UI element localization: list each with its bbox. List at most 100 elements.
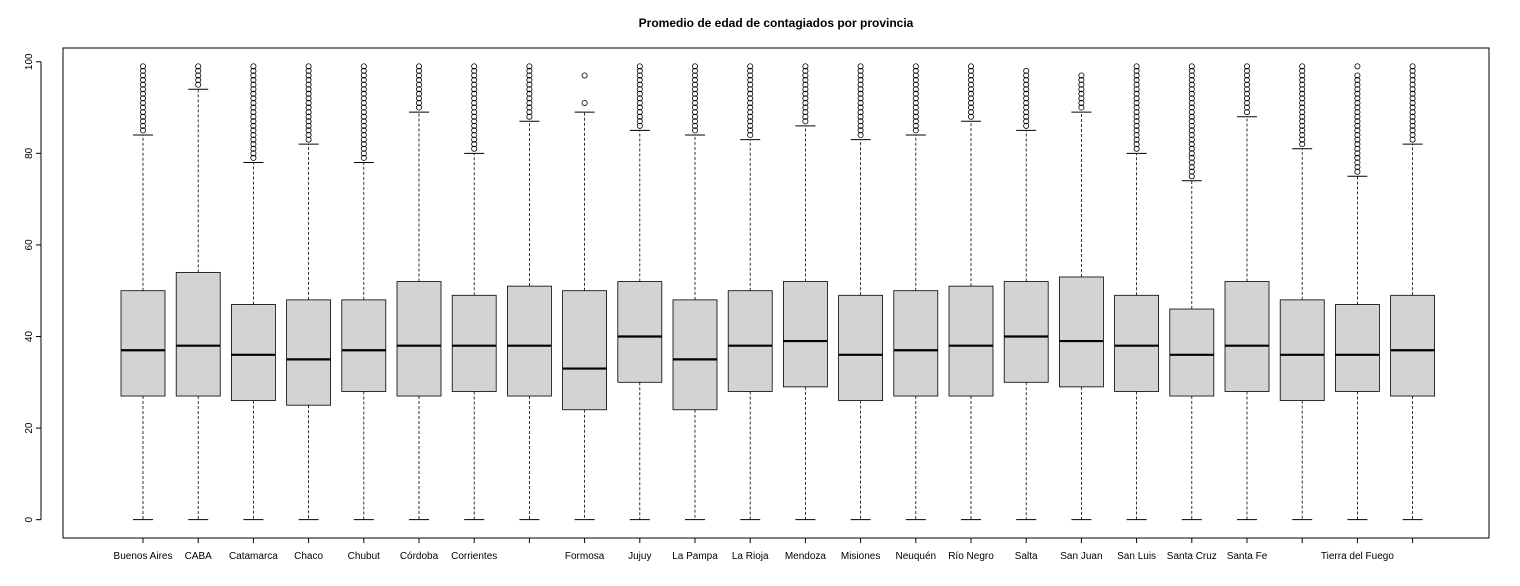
outlier-point <box>636 90 643 97</box>
outlier-point <box>802 63 809 70</box>
outlier-point <box>139 127 146 134</box>
box <box>396 281 442 397</box>
outlier-point <box>471 136 478 143</box>
outlier-point <box>857 118 864 125</box>
outlier-point <box>1188 77 1195 84</box>
outlier-point <box>250 127 257 134</box>
chart-title: Promedio de edad de contagiados por prov… <box>639 16 914 30</box>
outlier-point <box>747 81 754 88</box>
outlier-point <box>1354 141 1361 148</box>
outlier-point <box>747 99 754 106</box>
box <box>1003 281 1049 383</box>
outlier-point <box>636 109 643 116</box>
outlier-point <box>802 109 809 116</box>
outlier-point <box>1354 122 1361 129</box>
outlier-point <box>305 136 312 143</box>
outlier-point <box>692 72 699 79</box>
outlier-point <box>471 86 478 93</box>
outlier-point <box>250 113 257 120</box>
outlier-point <box>802 90 809 97</box>
outlier-point <box>139 104 146 111</box>
outlier-point <box>139 86 146 93</box>
outlier-point <box>692 77 699 84</box>
outlier-point <box>305 122 312 129</box>
outlier-point <box>636 86 643 93</box>
outlier-point <box>1299 63 1306 70</box>
outlier-point <box>1078 81 1085 88</box>
outlier-point <box>1133 122 1140 129</box>
outlier-point <box>471 118 478 125</box>
outlier-point <box>526 113 533 120</box>
outlier-point <box>1188 109 1195 116</box>
outlier-point <box>802 113 809 120</box>
outlier-point <box>1354 132 1361 139</box>
outlier-point <box>360 113 367 120</box>
outlier-point <box>139 81 146 88</box>
outlier-point <box>1299 132 1306 139</box>
box <box>120 290 166 397</box>
outlier-point <box>747 104 754 111</box>
outlier-point <box>1188 118 1195 125</box>
outlier-point <box>1188 132 1195 139</box>
outlier-point <box>1188 113 1195 120</box>
x-tick-label: San Luis <box>1117 551 1156 562</box>
outlier-point <box>1188 67 1195 74</box>
outlier-point <box>1133 145 1140 152</box>
outlier-point <box>968 95 975 102</box>
outlier-point <box>1188 145 1195 152</box>
outlier-point <box>415 63 422 70</box>
y-tick-label: 80 <box>24 147 35 159</box>
box <box>175 271 221 397</box>
outlier-point <box>471 113 478 120</box>
outlier-point <box>802 95 809 102</box>
outlier-point <box>857 109 864 116</box>
outlier-point <box>360 122 367 129</box>
box <box>727 290 773 392</box>
outlier-point <box>968 63 975 70</box>
outlier-point <box>1409 122 1416 129</box>
outlier-point <box>1244 72 1251 79</box>
outlier-point <box>415 99 422 106</box>
outlier-point <box>1299 67 1306 74</box>
outlier-point <box>1078 104 1085 111</box>
outlier-point <box>1133 72 1140 79</box>
outlier-point <box>912 63 919 70</box>
outlier-point <box>415 86 422 93</box>
outlier-point <box>1409 127 1416 134</box>
x-tick-label: Mendoza <box>785 551 827 562</box>
outlier-point <box>912 127 919 134</box>
outlier-point <box>857 132 864 139</box>
box <box>1059 276 1104 388</box>
outlier-point <box>250 77 257 84</box>
outlier-point <box>1299 99 1306 106</box>
outlier-point <box>305 127 312 134</box>
outlier-point <box>471 63 478 70</box>
outlier-point <box>305 72 312 79</box>
outlier-point <box>912 72 919 79</box>
outlier-point <box>1299 81 1306 88</box>
outlier-point <box>471 72 478 79</box>
outlier-point <box>1188 164 1195 171</box>
box <box>1390 294 1435 397</box>
outlier-point <box>1023 122 1030 129</box>
box <box>506 285 552 397</box>
outlier-point <box>360 90 367 97</box>
outlier-point <box>526 72 533 79</box>
outlier-point <box>305 109 312 116</box>
outlier-point <box>360 72 367 79</box>
outlier-point <box>1299 127 1306 134</box>
outlier-point <box>360 67 367 74</box>
outlier-point <box>1409 67 1416 74</box>
outlier-point <box>857 72 864 79</box>
outlier-point <box>415 90 422 97</box>
outlier-point <box>1133 81 1140 88</box>
box <box>230 304 276 402</box>
outlier-point <box>581 72 588 79</box>
outlier-point <box>912 81 919 88</box>
x-tick-label: Tierra del Fuego <box>1321 551 1394 562</box>
outlier-point <box>747 95 754 102</box>
outlier-point <box>1188 90 1195 97</box>
outlier-point <box>1354 72 1361 79</box>
outlier-point <box>139 122 146 129</box>
outlier-point <box>1354 77 1361 84</box>
